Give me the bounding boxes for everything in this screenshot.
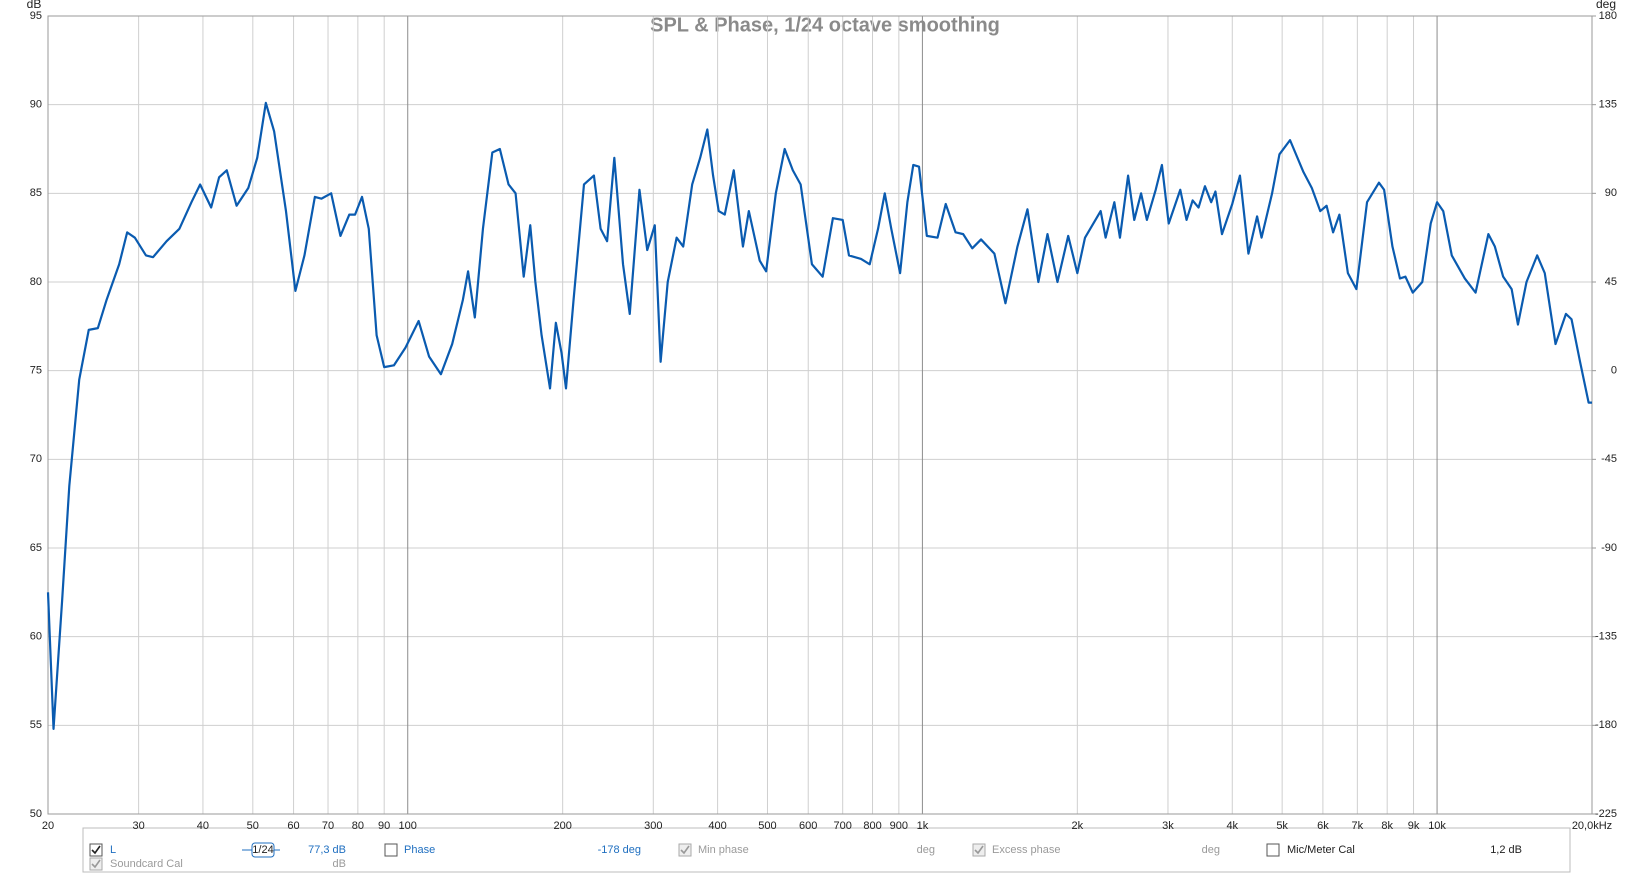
control-value: 77,3 dB bbox=[308, 844, 346, 856]
y-tick-label: 90 bbox=[30, 99, 42, 111]
x-tick-label: 5k bbox=[1276, 820, 1288, 832]
x-tick-label: 70 bbox=[322, 820, 334, 832]
y2-tick-label: 0 bbox=[1611, 365, 1617, 377]
x-tick-label: 500 bbox=[758, 820, 776, 832]
x-tick-label: 900 bbox=[890, 820, 908, 832]
y2-tick-label: 180 bbox=[1599, 10, 1617, 22]
checkbox[interactable] bbox=[1266, 843, 1280, 857]
control-label: Phase bbox=[404, 844, 435, 856]
y2-axis-label: deg bbox=[1596, 0, 1616, 11]
control-value: 1,2 dB bbox=[1490, 844, 1522, 856]
plot-frame bbox=[47, 15, 1593, 815]
y2-tick-label: -180 bbox=[1595, 719, 1617, 731]
checkmark bbox=[91, 859, 101, 869]
x-tick-label: 400 bbox=[708, 820, 726, 832]
x-tick-label: 600 bbox=[799, 820, 817, 832]
y2-tick-label: 45 bbox=[1605, 276, 1617, 288]
x-tick-label: 30 bbox=[133, 820, 145, 832]
checkbox[interactable] bbox=[89, 843, 103, 857]
spl-line bbox=[46, 101, 1592, 730]
x-tick-label: 7k bbox=[1352, 820, 1364, 832]
control-label: L bbox=[110, 844, 116, 856]
y2-tick-label: 135 bbox=[1599, 99, 1617, 111]
y2-tick-label: -225 bbox=[1595, 808, 1617, 820]
x-tick-label: 50 bbox=[247, 820, 259, 832]
checkmark bbox=[680, 845, 690, 855]
y-tick-label: 85 bbox=[30, 187, 42, 199]
control-panel bbox=[82, 827, 1571, 873]
checkmark bbox=[974, 845, 984, 855]
y2-tick-label: 90 bbox=[1605, 187, 1617, 199]
x-tick-label: 300 bbox=[644, 820, 662, 832]
y2-tick-label: -45 bbox=[1601, 453, 1617, 465]
x-tick-label: 700 bbox=[834, 820, 852, 832]
control-label: Mic/Meter Cal bbox=[1287, 844, 1355, 856]
checkbox bbox=[89, 857, 103, 871]
control-value: deg bbox=[917, 844, 935, 856]
y-tick-label: 55 bbox=[30, 719, 42, 731]
y2-tick-label: -90 bbox=[1601, 542, 1617, 554]
x-tick-label: 2k bbox=[1072, 820, 1084, 832]
control-value: deg bbox=[1202, 844, 1220, 856]
x-tick-label: 200 bbox=[553, 820, 571, 832]
smoothing-label[interactable]: 1/24 bbox=[252, 844, 273, 856]
y-tick-label: 60 bbox=[30, 631, 42, 643]
control-value: dB bbox=[333, 858, 346, 870]
checkmark bbox=[91, 845, 101, 855]
x-tick-label: 800 bbox=[863, 820, 881, 832]
y-tick-label: 65 bbox=[30, 542, 42, 554]
x-tick-label: 40 bbox=[197, 820, 209, 832]
x-tick-label: 9k bbox=[1408, 820, 1420, 832]
x-tick-label: 20 bbox=[42, 820, 54, 832]
control-label: Soundcard Cal bbox=[110, 858, 183, 870]
x-tick-label: 20,0kHz bbox=[1572, 820, 1612, 832]
y-tick-label: 95 bbox=[30, 10, 42, 22]
x-tick-label: 4k bbox=[1226, 820, 1238, 832]
smoothing-box[interactable] bbox=[251, 842, 275, 858]
y-tick-label: 50 bbox=[30, 808, 42, 820]
checkbox bbox=[972, 843, 986, 857]
x-tick-label: 60 bbox=[287, 820, 299, 832]
chart-title: SPL & Phase, 1/24 octave smoothing bbox=[650, 14, 1000, 36]
control-label: Excess phase bbox=[992, 844, 1060, 856]
x-tick-label: 80 bbox=[352, 820, 364, 832]
x-tick-label: 3k bbox=[1162, 820, 1174, 832]
control-value: -178 deg bbox=[598, 844, 641, 856]
x-tick-label: 6k bbox=[1317, 820, 1329, 832]
checkbox bbox=[678, 843, 692, 857]
control-label: Min phase bbox=[698, 844, 749, 856]
y2-tick-label: -135 bbox=[1595, 631, 1617, 643]
x-tick-label: 1k bbox=[917, 820, 929, 832]
checkbox[interactable] bbox=[384, 843, 398, 857]
y-axis-label: dB bbox=[27, 0, 42, 11]
x-tick-label: 100 bbox=[399, 820, 417, 832]
y-tick-label: 75 bbox=[30, 365, 42, 377]
y-tick-label: 70 bbox=[30, 453, 42, 465]
x-tick-label: 8k bbox=[1381, 820, 1393, 832]
x-tick-label: 90 bbox=[378, 820, 390, 832]
y-tick-label: 80 bbox=[30, 276, 42, 288]
x-tick-label: 10k bbox=[1428, 820, 1446, 832]
